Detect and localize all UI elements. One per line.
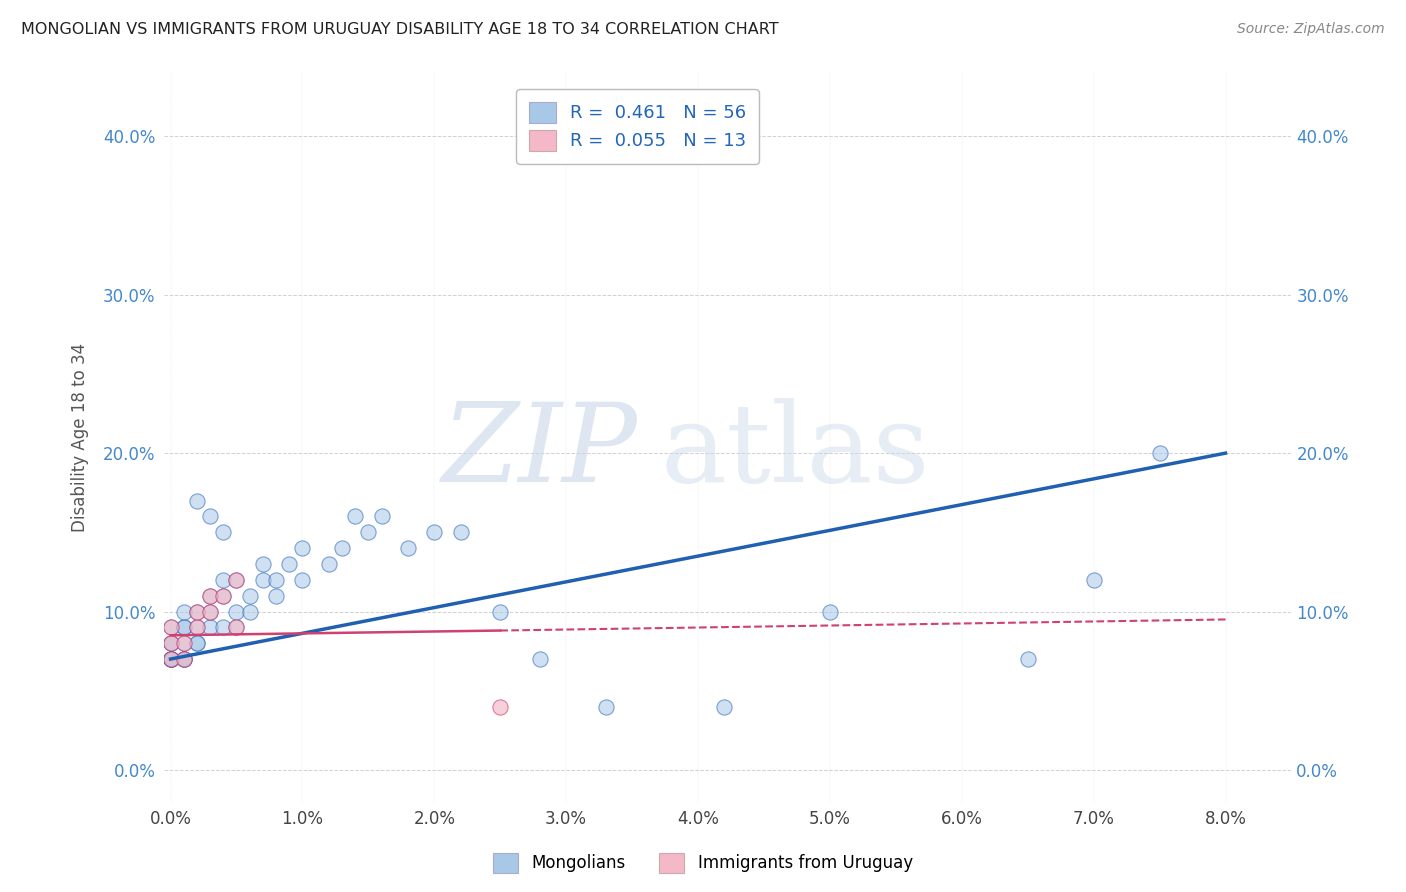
Point xyxy=(198,605,221,619)
Point xyxy=(173,605,195,619)
Point xyxy=(1149,446,1171,460)
Point xyxy=(318,557,340,571)
Point xyxy=(198,589,221,603)
Point xyxy=(489,699,512,714)
Text: Source: ZipAtlas.com: Source: ZipAtlas.com xyxy=(1237,22,1385,37)
Point xyxy=(186,493,208,508)
Point xyxy=(159,652,181,666)
Point xyxy=(291,541,314,556)
Point xyxy=(489,605,512,619)
Point xyxy=(212,573,235,587)
Point xyxy=(159,636,181,650)
Point xyxy=(159,652,181,666)
Text: MONGOLIAN VS IMMIGRANTS FROM URUGUAY DISABILITY AGE 18 TO 34 CORRELATION CHART: MONGOLIAN VS IMMIGRANTS FROM URUGUAY DIS… xyxy=(21,22,779,37)
Y-axis label: Disability Age 18 to 34: Disability Age 18 to 34 xyxy=(72,343,89,532)
Point xyxy=(344,509,367,524)
Point xyxy=(252,573,274,587)
Point xyxy=(186,620,208,634)
Point xyxy=(159,620,181,634)
Point xyxy=(186,605,208,619)
Point xyxy=(173,652,195,666)
Point xyxy=(198,509,221,524)
Point xyxy=(198,605,221,619)
Point xyxy=(159,652,181,666)
Point xyxy=(595,699,617,714)
Point xyxy=(173,636,195,650)
Point xyxy=(423,525,446,540)
Point xyxy=(370,509,392,524)
Point xyxy=(225,605,247,619)
Point xyxy=(159,620,181,634)
Point xyxy=(264,573,287,587)
Point xyxy=(239,589,262,603)
Point xyxy=(450,525,472,540)
Point xyxy=(159,636,181,650)
Point xyxy=(159,652,181,666)
Point xyxy=(173,636,195,650)
Point xyxy=(330,541,353,556)
Point xyxy=(225,573,247,587)
Point xyxy=(278,557,301,571)
Point xyxy=(396,541,419,556)
Point xyxy=(225,620,247,634)
Point xyxy=(173,620,195,634)
Point xyxy=(186,636,208,650)
Point xyxy=(1083,573,1105,587)
Point xyxy=(173,652,195,666)
Point xyxy=(225,620,247,634)
Point xyxy=(212,620,235,634)
Point xyxy=(212,589,235,603)
Point xyxy=(173,652,195,666)
Point xyxy=(186,636,208,650)
Point xyxy=(212,525,235,540)
Point xyxy=(529,652,551,666)
Point xyxy=(173,620,195,634)
Point xyxy=(159,636,181,650)
Point xyxy=(713,699,735,714)
Point xyxy=(252,557,274,571)
Point xyxy=(173,652,195,666)
Point xyxy=(1017,652,1039,666)
Point xyxy=(186,605,208,619)
Legend: R =  0.461   N = 56, R =  0.055   N = 13: R = 0.461 N = 56, R = 0.055 N = 13 xyxy=(516,89,759,163)
Point xyxy=(264,589,287,603)
Point xyxy=(159,652,181,666)
Point xyxy=(159,652,181,666)
Point xyxy=(186,620,208,634)
Text: atlas: atlas xyxy=(659,399,929,506)
Point xyxy=(198,620,221,634)
Point xyxy=(198,589,221,603)
Point xyxy=(357,525,380,540)
Point xyxy=(818,605,841,619)
Point xyxy=(239,605,262,619)
Text: ZIP: ZIP xyxy=(441,398,637,506)
Legend: Mongolians, Immigrants from Uruguay: Mongolians, Immigrants from Uruguay xyxy=(486,847,920,880)
Point xyxy=(225,573,247,587)
Point xyxy=(291,573,314,587)
Point xyxy=(212,589,235,603)
